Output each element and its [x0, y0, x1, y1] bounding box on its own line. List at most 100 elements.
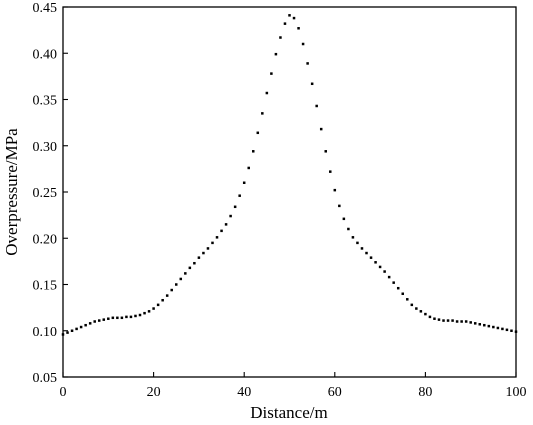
x-tick-label: 40: [237, 385, 251, 400]
ticks: 0 20 40 60 80 100 0.05 0.10 0.15 0.20 0.25 0.30 0.35…: [33, 1, 527, 400]
data-point: [333, 188, 337, 192]
data-point: [437, 318, 441, 321]
data-point: [179, 277, 183, 281]
data-point: [378, 265, 382, 269]
data-point: [505, 328, 509, 332]
data-point: [184, 272, 187, 275]
y-tick-label: 0.40: [33, 47, 58, 62]
data-point: [478, 323, 482, 326]
data-point: [356, 241, 359, 245]
y-tick-label: 0.30: [33, 140, 58, 155]
data-point: [351, 236, 355, 239]
data-point: [261, 112, 264, 115]
data-point: [129, 315, 133, 319]
data-point: [138, 313, 142, 317]
data-point: [396, 286, 400, 290]
data-point: [143, 311, 146, 315]
data-point: [442, 319, 445, 322]
data-point: [229, 214, 232, 218]
data-point: [75, 327, 78, 331]
data-point: [401, 292, 404, 295]
data-point: [97, 319, 101, 322]
data-point: [419, 310, 423, 313]
data-point: [120, 316, 124, 320]
data-point: [134, 314, 137, 318]
data-point: [211, 241, 214, 245]
data-point: [84, 323, 87, 327]
data-point: [102, 318, 106, 321]
data-point: [410, 303, 414, 307]
data-point: [319, 127, 323, 131]
data-point: [161, 298, 164, 302]
data-point: [206, 247, 210, 250]
data-point: [501, 327, 504, 331]
data-point: [242, 181, 246, 184]
data-point: [215, 236, 219, 239]
data-point: [79, 325, 83, 329]
data-point: [392, 281, 395, 284]
y-tick-label: 0.25: [33, 186, 58, 201]
y-tick-label: 0.15: [33, 279, 58, 294]
x-tick-label: 80: [418, 385, 432, 400]
data-point: [270, 72, 273, 75]
data-point: [324, 150, 327, 153]
data-point: [279, 36, 282, 39]
y-tick-label: 0.05: [33, 371, 58, 386]
data-point: [455, 320, 459, 323]
y-tick-label: 0.35: [33, 94, 58, 109]
data-point: [292, 16, 296, 20]
data-point: [265, 91, 269, 95]
data-point: [492, 325, 495, 329]
data-point: [116, 316, 119, 320]
data-point: [469, 321, 472, 324]
y-axis-title: Overpressure/MPa: [2, 128, 21, 256]
data-point: [406, 298, 409, 301]
data-point: [510, 329, 513, 332]
data-point: [175, 283, 178, 286]
data-point: [338, 204, 341, 208]
data-point: [165, 294, 169, 297]
data-point: [125, 315, 128, 319]
x-axis-title: Distance/m: [250, 403, 327, 422]
data-point: [111, 316, 115, 320]
data-point: [387, 275, 391, 279]
data-point: [274, 52, 278, 56]
data-point: [415, 307, 418, 310]
data-point: [433, 317, 436, 320]
data-point: [193, 261, 196, 265]
data-points: [61, 14, 518, 336]
data-point: [374, 261, 377, 264]
y-tick-label: 0.20: [33, 232, 58, 247]
data-point: [383, 270, 386, 273]
data-point: [93, 320, 96, 323]
x-tick-label: 60: [328, 385, 342, 400]
data-point: [360, 247, 364, 250]
data-point: [487, 324, 491, 328]
x-tick-label: 0: [60, 385, 67, 400]
data-point: [369, 256, 373, 259]
data-point: [483, 323, 486, 327]
data-point: [428, 315, 432, 319]
data-point: [202, 251, 205, 255]
data-point: [188, 266, 192, 270]
data-point: [283, 22, 287, 25]
data-point: [306, 62, 309, 65]
data-point: [70, 329, 74, 332]
data-point: [147, 310, 151, 313]
data-point: [256, 131, 260, 135]
data-point: [514, 330, 518, 333]
data-point: [297, 27, 300, 30]
data-point: [424, 312, 427, 316]
data-point: [224, 223, 228, 226]
data-point: [107, 317, 110, 320]
data-point: [233, 205, 237, 209]
y-tick-label: 0.45: [33, 1, 58, 16]
data-point: [66, 331, 69, 334]
data-point: [288, 14, 291, 17]
data-point: [197, 256, 201, 259]
data-point: [473, 322, 477, 325]
data-point: [170, 288, 173, 292]
x-tick-label: 100: [506, 385, 527, 400]
